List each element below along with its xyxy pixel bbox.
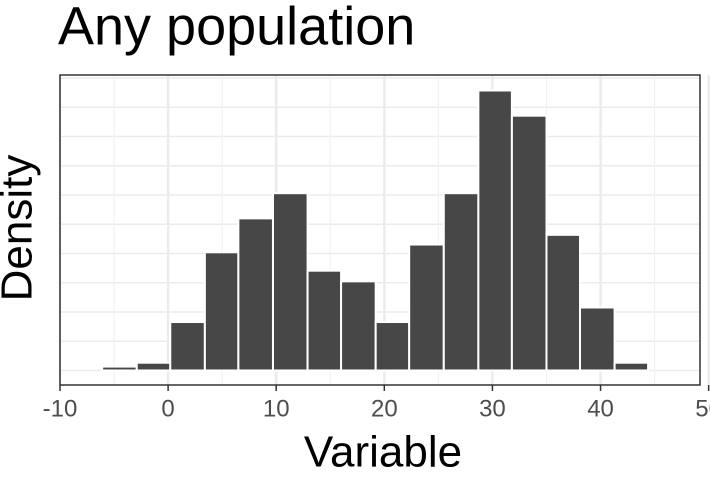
bar — [545, 233, 582, 372]
bar — [340, 280, 377, 372]
bar — [306, 269, 343, 372]
bar — [237, 217, 274, 372]
y-axis-label: Density — [0, 155, 42, 302]
bar — [613, 361, 650, 372]
bar — [135, 361, 172, 372]
x-tick-label: -10 — [43, 395, 78, 422]
bar — [579, 306, 616, 372]
bar — [203, 251, 240, 372]
bar — [477, 89, 513, 372]
bar — [510, 114, 548, 372]
x-tick-label: 50 — [695, 395, 710, 422]
bar — [101, 365, 138, 372]
x-tick-label: 0 — [161, 395, 174, 422]
x-tick-label: 20 — [371, 395, 398, 422]
panel-border — [59, 74, 701, 386]
bar — [271, 192, 309, 372]
bar — [169, 321, 206, 372]
bar — [408, 243, 445, 372]
bar — [374, 321, 411, 372]
bar — [442, 192, 480, 372]
x-tick-label: 10 — [263, 395, 290, 422]
x-tick-label: 30 — [479, 395, 506, 422]
x-axis-label: Variable — [304, 428, 462, 477]
x-tick-label: 40 — [587, 395, 614, 422]
chart-title: Any population — [58, 0, 415, 56]
